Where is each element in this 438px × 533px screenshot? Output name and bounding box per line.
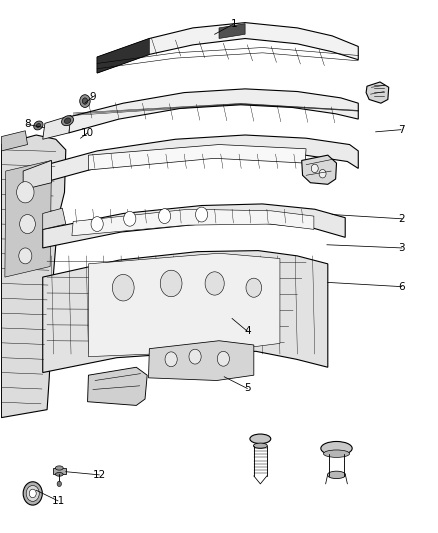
Polygon shape (88, 367, 147, 406)
Circle shape (246, 278, 261, 297)
Circle shape (205, 272, 224, 295)
Polygon shape (23, 135, 358, 188)
Polygon shape (219, 23, 245, 38)
Ellipse shape (36, 124, 40, 127)
Text: 11: 11 (51, 496, 64, 506)
Circle shape (91, 216, 103, 231)
Polygon shape (43, 204, 345, 248)
Polygon shape (148, 341, 254, 381)
Polygon shape (97, 22, 358, 73)
Polygon shape (1, 131, 28, 151)
Text: 7: 7 (398, 125, 404, 135)
Ellipse shape (55, 466, 63, 470)
Text: 1: 1 (231, 19, 237, 29)
Text: 4: 4 (244, 326, 251, 336)
Text: 12: 12 (93, 470, 106, 480)
Circle shape (57, 481, 61, 487)
Circle shape (29, 489, 36, 498)
Ellipse shape (64, 118, 71, 124)
Text: 5: 5 (244, 383, 251, 393)
Text: 6: 6 (399, 281, 405, 292)
Polygon shape (302, 155, 336, 184)
Ellipse shape (34, 121, 43, 130)
Polygon shape (1, 135, 66, 418)
Circle shape (217, 351, 230, 366)
Polygon shape (43, 251, 328, 373)
Polygon shape (69, 89, 358, 133)
Circle shape (195, 207, 208, 222)
Polygon shape (23, 160, 51, 190)
Polygon shape (43, 115, 71, 139)
Circle shape (124, 212, 136, 226)
Ellipse shape (250, 434, 271, 443)
Circle shape (159, 209, 171, 223)
Polygon shape (5, 160, 51, 277)
Ellipse shape (62, 116, 74, 126)
Circle shape (189, 349, 201, 364)
Circle shape (311, 164, 318, 173)
Circle shape (165, 352, 177, 367)
Polygon shape (88, 253, 280, 357)
Circle shape (160, 270, 182, 297)
Text: 8: 8 (24, 119, 31, 130)
Circle shape (23, 482, 42, 505)
Text: 2: 2 (399, 214, 405, 224)
Ellipse shape (327, 471, 346, 479)
Text: 10: 10 (81, 128, 94, 138)
Text: 3: 3 (399, 243, 405, 253)
Ellipse shape (55, 472, 63, 476)
Ellipse shape (253, 443, 267, 448)
Circle shape (80, 95, 90, 108)
Circle shape (319, 169, 326, 178)
Ellipse shape (321, 441, 352, 455)
Text: 9: 9 (89, 92, 96, 102)
Circle shape (82, 98, 88, 104)
Circle shape (113, 274, 134, 301)
Ellipse shape (323, 450, 350, 457)
Polygon shape (53, 468, 66, 474)
Polygon shape (366, 82, 389, 103)
Circle shape (20, 215, 35, 233)
Circle shape (17, 182, 34, 203)
Polygon shape (97, 38, 149, 73)
Polygon shape (88, 144, 306, 170)
Polygon shape (72, 209, 314, 236)
Circle shape (19, 248, 32, 264)
Polygon shape (43, 208, 66, 229)
Circle shape (26, 486, 39, 502)
